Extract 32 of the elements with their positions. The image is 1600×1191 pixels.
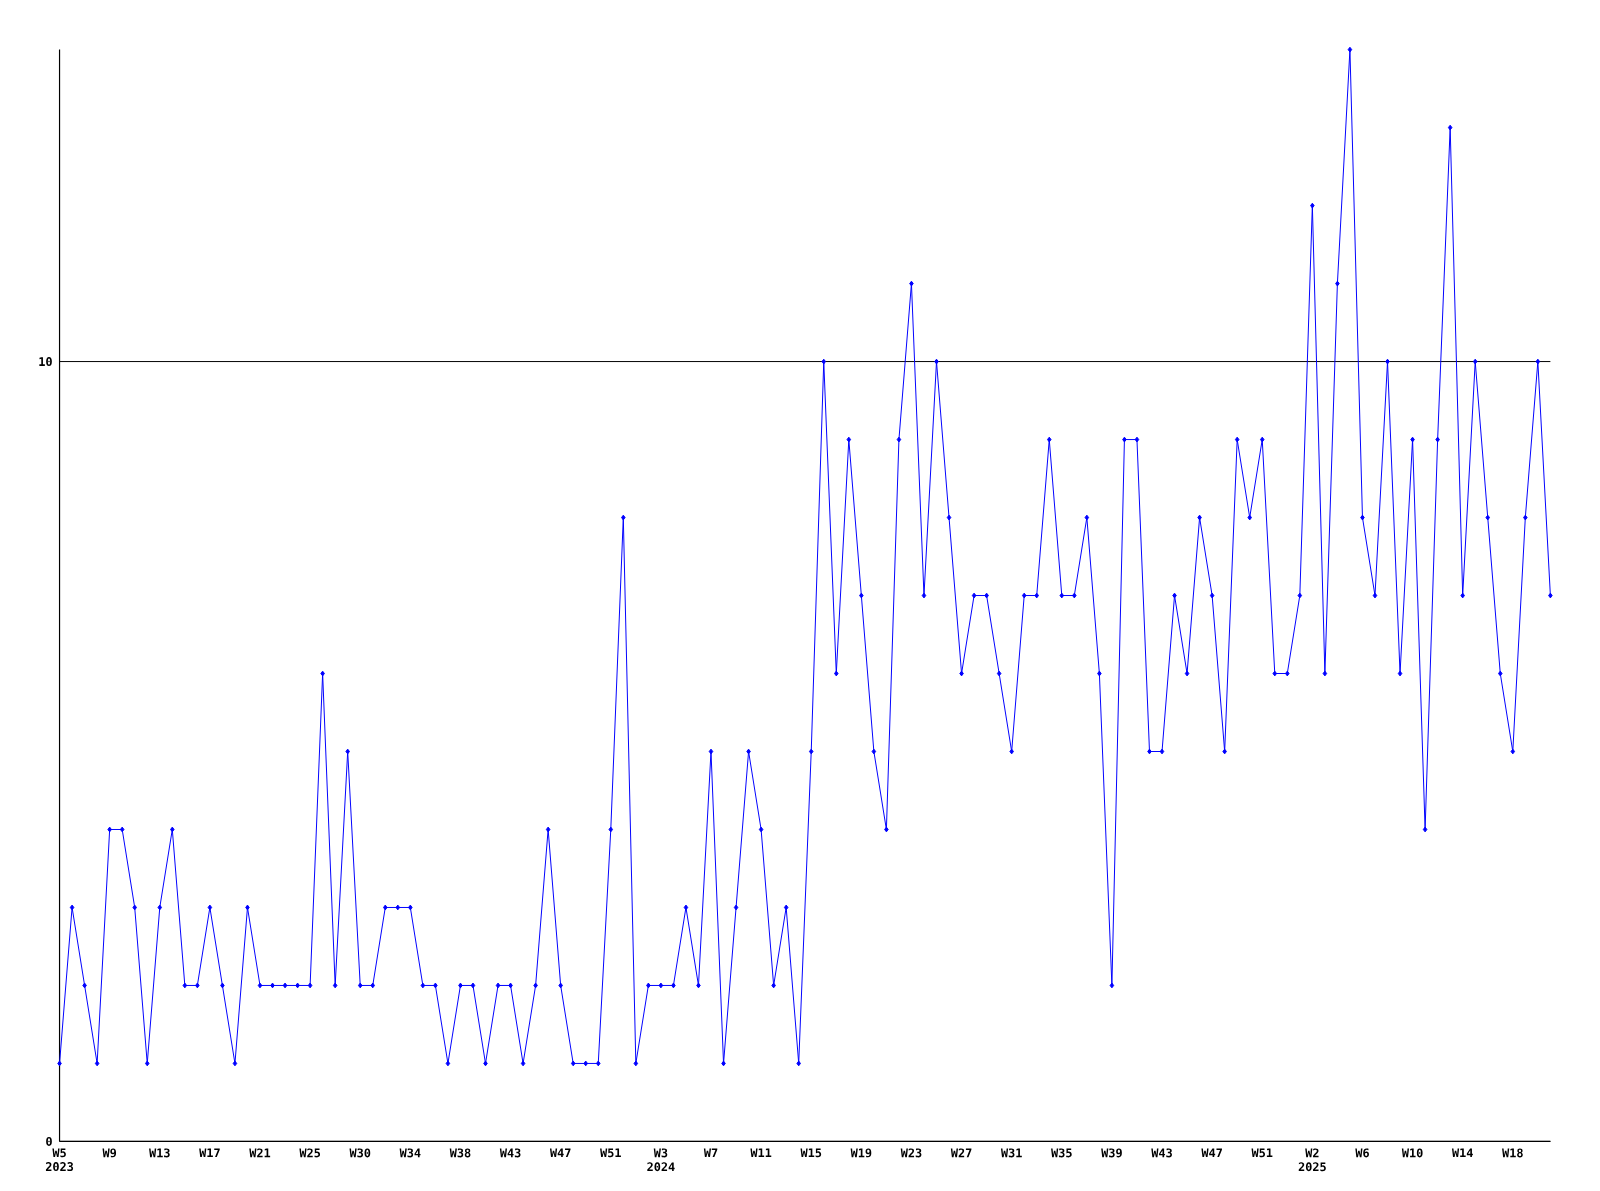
x-tick-label: W43 [499, 1148, 521, 1158]
x-tick-label: W6 [1355, 1148, 1369, 1158]
x-tick-label: W47 [1201, 1148, 1222, 1158]
x-tick-label: W25 [299, 1148, 321, 1158]
x-tick-label: W17 [199, 1148, 220, 1158]
x-tick-label: W13 [149, 1148, 170, 1158]
x-tick-label: W39 [1101, 1148, 1122, 1158]
x-tick-label: W18 [1502, 1148, 1523, 1158]
x-tick-label: W51 [1251, 1148, 1273, 1158]
x-tick-label: W35 [1051, 1148, 1072, 1158]
x-tick-label: W15 [800, 1148, 822, 1158]
x-tick-label: W31 [1000, 1148, 1022, 1158]
x-tick-label: W19 [850, 1148, 872, 1158]
x-tick-label: W27 [950, 1148, 972, 1158]
x-tick-label: W10 [1401, 1148, 1423, 1158]
y-tick-label: 0 [46, 1136, 52, 1146]
x-tick-label: W9 [102, 1148, 117, 1158]
x-tick-label: W34 [399, 1148, 421, 1158]
x-tick-label: W23 [900, 1148, 922, 1158]
x-tick-label: W7 [703, 1148, 718, 1158]
x-tick-label: W2 2025 [1298, 1148, 1326, 1172]
x-tick-label: W21 [249, 1148, 271, 1158]
x-tick-label: W47 [549, 1148, 571, 1158]
y-tick-label: 10 [39, 357, 52, 367]
x-tick-label: W38 [449, 1148, 471, 1158]
x-tick-label: W5 2023 [45, 1148, 74, 1172]
x-tick-label: W14 [1451, 1148, 1473, 1158]
x-tick-label: W11 [750, 1148, 772, 1158]
x-tick-label: W51 [600, 1148, 621, 1158]
x-tick-label: W30 [349, 1148, 371, 1158]
x-tick-label: W43 [1151, 1148, 1172, 1158]
x-tick-label: W3 2024 [647, 1148, 675, 1172]
